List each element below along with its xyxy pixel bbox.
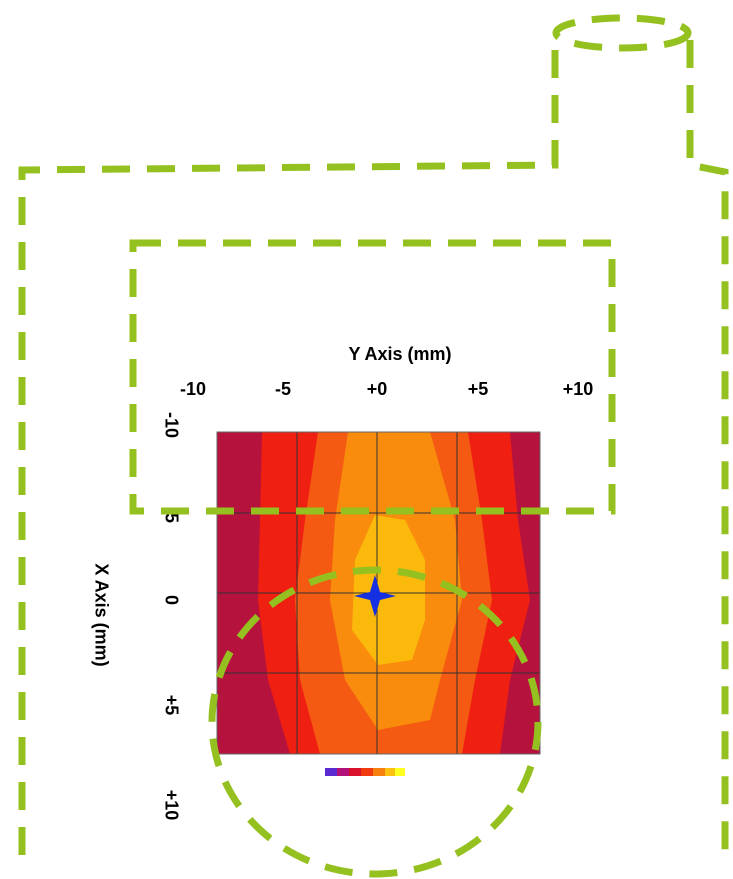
colorbar xyxy=(325,768,405,776)
x-tick-label: -10 xyxy=(161,412,181,438)
y-tick-label: +5 xyxy=(468,379,489,399)
plot-frame xyxy=(216,431,541,755)
center-marker xyxy=(354,575,396,617)
dashed-outline xyxy=(552,14,692,52)
x-tick-label: +10 xyxy=(161,790,181,821)
dashed-outline xyxy=(208,566,542,878)
y-axis-title: Y Axis (mm) xyxy=(348,344,451,364)
x-tick-label: 0 xyxy=(161,595,181,605)
dashed-outline xyxy=(129,239,616,515)
contour-plot xyxy=(216,431,541,776)
y-tick-label: -10 xyxy=(180,379,206,399)
x-tick-label: +5 xyxy=(161,695,181,716)
x-axis-title: X Axis (mm) xyxy=(91,563,111,666)
highlight-overlay xyxy=(18,14,729,878)
contour-core xyxy=(352,515,425,665)
y-tick-label: -5 xyxy=(275,379,291,399)
y-tick-label: +10 xyxy=(563,379,594,399)
dashed-outline xyxy=(18,40,729,855)
y-tick-label: +0 xyxy=(367,379,388,399)
y-axis-ticks: -10 -5 +0 +5 +10 xyxy=(180,379,593,399)
x-axis-ticks: -10-50+5+10 xyxy=(161,412,181,820)
